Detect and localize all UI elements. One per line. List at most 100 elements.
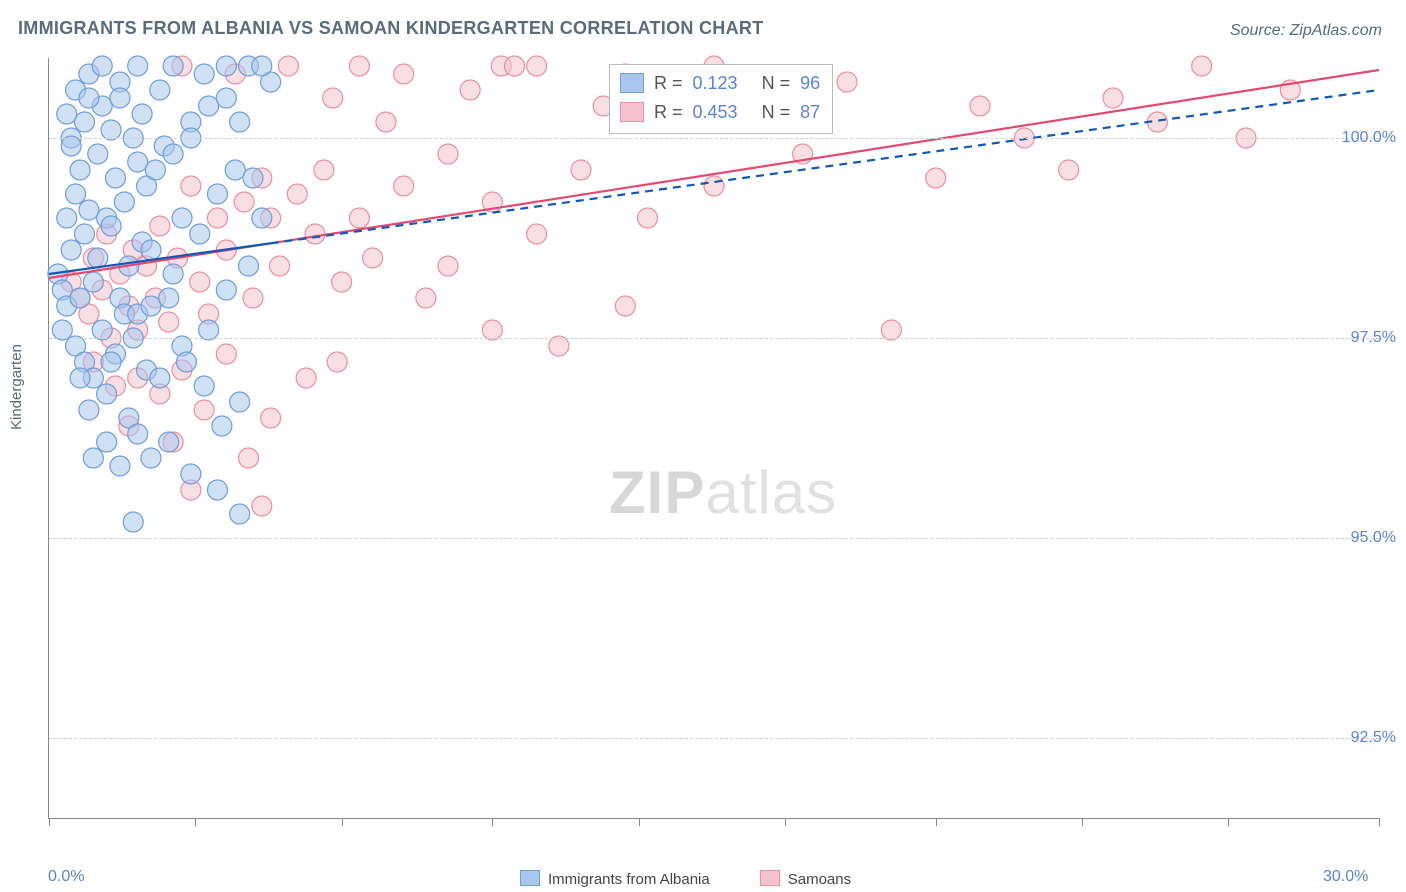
x-tick-label: 0.0% [48, 868, 84, 886]
data-point [252, 496, 272, 516]
data-point [79, 200, 99, 220]
legend-swatch [760, 870, 780, 886]
data-point [114, 192, 134, 212]
data-point [207, 208, 227, 228]
data-point [101, 120, 121, 140]
data-point [212, 416, 232, 436]
legend-swatch [620, 73, 644, 93]
data-point [549, 336, 569, 356]
data-point [438, 144, 458, 164]
data-point [239, 448, 259, 468]
data-point [123, 512, 143, 532]
data-point [970, 96, 990, 116]
data-point [349, 208, 369, 228]
gridline [49, 138, 1379, 139]
data-point [88, 144, 108, 164]
data-point [416, 288, 436, 308]
data-point [252, 208, 272, 228]
data-point [145, 160, 165, 180]
data-point [176, 352, 196, 372]
legend-n-value: 87 [800, 98, 820, 127]
data-point [527, 56, 547, 76]
x-tick [342, 818, 343, 826]
data-point [225, 160, 245, 180]
legend-series-name: Immigrants from Albania [548, 871, 710, 888]
data-point [376, 112, 396, 132]
data-point [332, 272, 352, 292]
data-point [141, 448, 161, 468]
data-point [926, 168, 946, 188]
y-tick-label: 100.0% [1342, 129, 1396, 147]
legend-item: Immigrants from Albania [520, 870, 710, 888]
data-point [172, 208, 192, 228]
data-point [132, 104, 152, 124]
legend-row: R =0.453N =87 [620, 98, 820, 127]
data-point [1059, 160, 1079, 180]
data-point [482, 320, 502, 340]
data-point [230, 504, 250, 524]
data-point [97, 432, 117, 452]
data-point [74, 224, 94, 244]
data-point [1192, 56, 1212, 76]
data-point [110, 456, 130, 476]
data-point [61, 136, 81, 156]
plot-svg [49, 58, 1379, 818]
data-point [207, 480, 227, 500]
data-point [278, 56, 298, 76]
data-point [287, 184, 307, 204]
y-axis-label: Kindergarten [8, 344, 25, 430]
gridline [49, 338, 1379, 339]
legend-bottom: Immigrants from Albania Samoans [520, 870, 851, 888]
data-point [349, 56, 369, 76]
x-tick [49, 818, 50, 826]
x-tick [195, 818, 196, 826]
data-point [70, 288, 90, 308]
legend-item: Samoans [760, 870, 851, 888]
data-point [527, 224, 547, 244]
data-point [150, 80, 170, 100]
data-point [394, 64, 414, 84]
data-point [141, 240, 161, 260]
legend-r-value: 0.453 [693, 98, 738, 127]
data-point [70, 368, 90, 388]
x-tick [936, 818, 937, 826]
legend-series-name: Samoans [788, 871, 851, 888]
data-point [190, 224, 210, 244]
gridline [49, 538, 1379, 539]
data-point [216, 56, 236, 76]
data-point [638, 208, 658, 228]
x-tick [1228, 818, 1229, 826]
data-point [207, 184, 227, 204]
y-tick-label: 97.5% [1351, 329, 1396, 347]
data-point [234, 192, 254, 212]
data-point [252, 56, 272, 76]
x-tick [639, 818, 640, 826]
x-tick [1082, 818, 1083, 826]
data-point [296, 368, 316, 388]
data-point [571, 160, 591, 180]
data-point [881, 320, 901, 340]
legend-swatch [620, 102, 644, 122]
data-point [106, 168, 126, 188]
data-point [128, 424, 148, 444]
scatter-plot-area: ZIPatlas R =0.123N =96R =0.453N =87 [48, 58, 1379, 819]
data-point [190, 272, 210, 292]
data-point [615, 296, 635, 316]
data-point [394, 176, 414, 196]
data-point [230, 112, 250, 132]
data-point [194, 400, 214, 420]
data-point [216, 88, 236, 108]
data-point [101, 352, 121, 372]
data-point [128, 152, 148, 172]
data-point [163, 56, 183, 76]
x-tick [492, 818, 493, 826]
data-point [92, 56, 112, 76]
data-point [79, 88, 99, 108]
legend-r-label: R = [654, 98, 683, 127]
data-point [61, 240, 81, 260]
legend-n-label: N = [762, 69, 791, 98]
data-point [314, 160, 334, 180]
data-point [70, 160, 90, 180]
legend-row: R =0.123N =96 [620, 69, 820, 98]
data-point [159, 288, 179, 308]
